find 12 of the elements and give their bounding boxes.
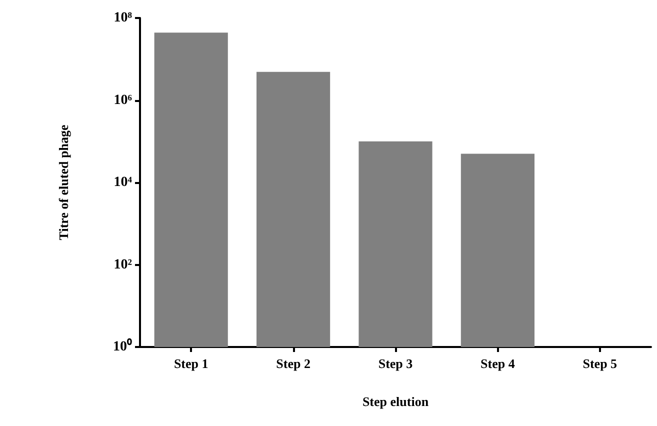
y-tick-label: 10⁴ [114, 175, 133, 190]
y-tick-label: 10⁰ [113, 338, 132, 354]
y-axis-title: Titre of eluted phage [56, 124, 71, 240]
x-axis-title: Step elution [362, 394, 430, 409]
x-tick-label: Step 2 [276, 356, 310, 371]
y-tick-label: 10⁶ [114, 92, 132, 108]
x-tick-label: Step 5 [582, 356, 618, 371]
y-tick-label: 10² [114, 257, 132, 272]
y-tick-label: 10⁸ [114, 10, 132, 26]
x-tick-label: Step 1 [174, 356, 208, 371]
x-tick-label: Step 3 [378, 356, 414, 371]
x-tick-label: Step 4 [480, 356, 516, 371]
